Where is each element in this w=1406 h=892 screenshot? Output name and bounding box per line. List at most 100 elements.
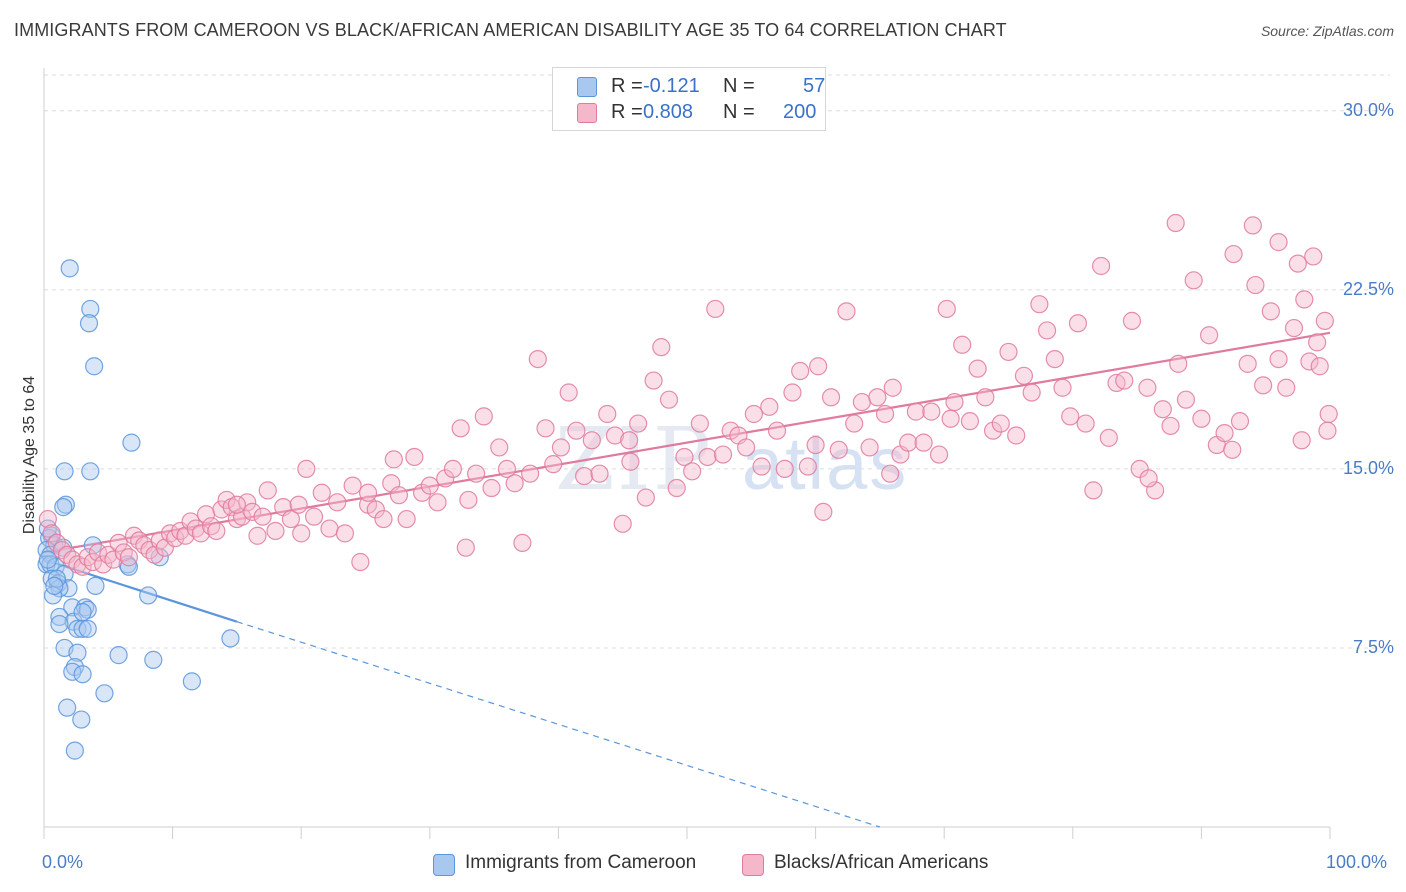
data-point	[109, 646, 128, 665]
data-point	[79, 314, 99, 333]
data-point	[999, 342, 1018, 362]
data-point	[1277, 378, 1296, 397]
data-point	[1223, 440, 1242, 459]
data-point	[1053, 378, 1072, 397]
data-point	[1319, 404, 1338, 424]
data-point	[914, 433, 933, 452]
data-point	[1169, 354, 1188, 373]
data-point	[1243, 216, 1262, 235]
data-point	[683, 462, 702, 481]
data-point	[1166, 213, 1185, 233]
trend-line-extension	[236, 621, 881, 828]
data-point	[451, 419, 470, 438]
data-point	[497, 459, 517, 479]
data-point	[1084, 481, 1103, 500]
data-point	[456, 538, 475, 557]
data-point	[767, 421, 787, 440]
data-point	[521, 464, 540, 483]
data-point	[845, 414, 864, 433]
data-point	[513, 533, 532, 553]
data-point	[47, 569, 66, 588]
data-point	[95, 684, 114, 703]
trend-lines	[43, 331, 1331, 828]
data-point	[227, 495, 246, 514]
data-point	[1318, 421, 1337, 440]
data-point	[991, 414, 1010, 433]
data-point	[505, 474, 524, 493]
data-point	[297, 459, 316, 479]
data-point	[567, 421, 586, 440]
data-point	[397, 509, 416, 529]
data-point	[343, 476, 362, 495]
legend-r-value: 0.808	[643, 101, 694, 123]
y-tick-label: 15.0%	[1342, 457, 1394, 478]
data-point	[65, 741, 84, 760]
data-point	[860, 438, 879, 457]
data-point	[829, 440, 848, 459]
data-point	[1300, 352, 1319, 371]
chart-title: IMMIGRANTS FROM CAMEROON VS BLACK/AFRICA…	[14, 20, 1007, 40]
data-points	[37, 213, 1338, 760]
data-point	[544, 455, 563, 474]
data-point	[551, 438, 571, 457]
data-point	[613, 514, 632, 533]
data-point	[1308, 333, 1327, 352]
data-point	[459, 490, 478, 510]
data-point	[109, 533, 128, 553]
data-point	[81, 462, 100, 481]
data-point	[50, 607, 69, 627]
data-point	[412, 483, 432, 502]
data-point	[1295, 290, 1314, 309]
data-point	[752, 457, 771, 476]
data-point	[1200, 326, 1219, 345]
data-point	[191, 524, 210, 543]
series-legend: Immigrants from Cameroon Blacks/African …	[0, 852, 1406, 878]
data-point	[960, 412, 980, 431]
data-point	[145, 545, 164, 564]
data-point	[60, 259, 79, 278]
legend-r-label: R =	[611, 101, 643, 123]
data-point	[65, 657, 84, 677]
data-point	[899, 433, 918, 452]
data-point	[953, 335, 972, 354]
legend-r-label: R =	[611, 75, 643, 97]
data-point	[706, 299, 725, 319]
y-axis-title: Disability Age 35 to 64	[21, 375, 38, 535]
data-point	[68, 619, 87, 638]
data-point	[1230, 412, 1250, 431]
data-point	[42, 524, 61, 543]
data-point	[1099, 428, 1118, 447]
data-point	[281, 509, 301, 529]
legend-swatch-black	[742, 854, 764, 876]
data-point	[783, 383, 802, 402]
data-point	[713, 445, 733, 464]
y-tick-label: 30.0%	[1342, 99, 1394, 120]
legend-swatch-black	[577, 103, 597, 123]
legend-label-cameroon: Immigrants from Cameroon	[465, 852, 697, 873]
data-point	[906, 402, 926, 421]
data-point	[737, 438, 756, 457]
data-point	[1045, 349, 1064, 369]
data-point	[837, 302, 856, 321]
data-point	[443, 459, 463, 479]
data-point	[652, 338, 671, 357]
data-point	[945, 392, 964, 412]
data-point	[667, 478, 686, 498]
correlation-legend: R = -0.121 N = 57 R = 0.808 N = 200	[552, 67, 826, 131]
data-point	[436, 469, 455, 488]
data-point	[814, 502, 833, 521]
data-point	[582, 431, 601, 450]
data-point	[73, 557, 92, 576]
data-point	[1288, 254, 1307, 273]
data-point	[1037, 321, 1057, 340]
data-point	[68, 643, 87, 662]
data-point	[559, 383, 578, 402]
data-point	[809, 357, 828, 376]
data-point	[312, 483, 331, 502]
data-point	[883, 378, 902, 397]
data-point	[85, 357, 104, 376]
data-point	[182, 672, 201, 691]
data-point	[1315, 311, 1334, 330]
data-point	[1215, 423, 1234, 443]
